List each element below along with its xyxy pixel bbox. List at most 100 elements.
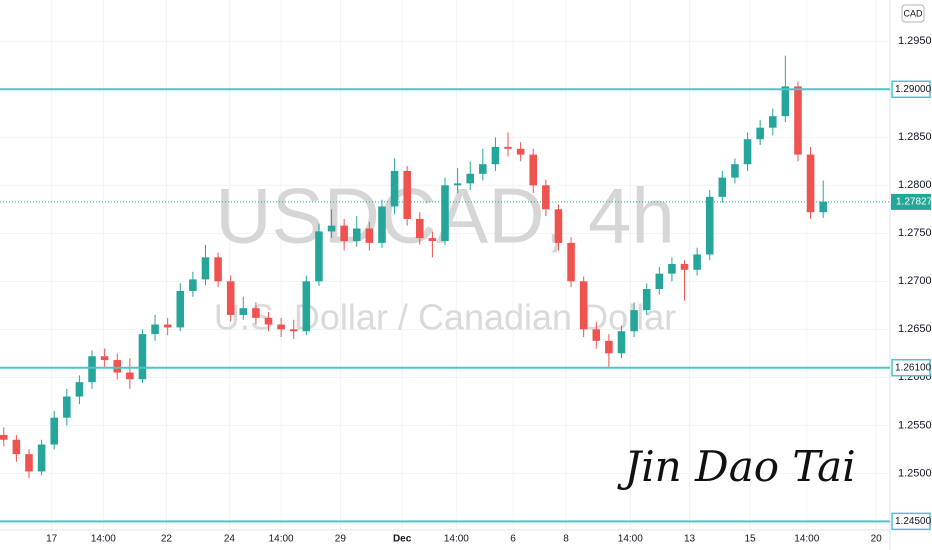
watermark-subtitle: U.S. Dollar / Canadian Dollar bbox=[214, 297, 676, 338]
x-tick-label: 13 bbox=[684, 534, 696, 545]
candle-body bbox=[781, 86, 790, 117]
last-price-label: 1.27827 bbox=[896, 197, 932, 208]
x-tick-label: 22 bbox=[161, 534, 173, 545]
x-tick-label: 14:00 bbox=[794, 534, 819, 545]
candle-body bbox=[743, 139, 752, 165]
candle-body bbox=[289, 329, 298, 332]
x-tick-label: 17 bbox=[46, 534, 58, 545]
x-tick-label: 6 bbox=[510, 534, 516, 545]
candle-body bbox=[390, 170, 399, 207]
x-tick-label: 8 bbox=[563, 534, 569, 545]
candle-body bbox=[705, 196, 714, 255]
candle-body bbox=[819, 201, 827, 213]
candle-body bbox=[453, 183, 462, 186]
currency-label: CAD bbox=[903, 8, 923, 18]
candle-body bbox=[277, 324, 285, 330]
candle-body bbox=[365, 228, 374, 243]
candle-body bbox=[252, 308, 260, 318]
x-tick-label: 24 bbox=[224, 534, 236, 545]
candle-body bbox=[264, 317, 273, 325]
candle-body bbox=[0, 434, 8, 440]
y-tick-label: 1.25500 bbox=[898, 419, 932, 431]
candle-body bbox=[327, 225, 336, 232]
y-tick-label: 1.27500 bbox=[898, 227, 932, 239]
candle-body bbox=[630, 310, 638, 332]
y-tick-label: 1.28500 bbox=[898, 131, 932, 143]
candle-body bbox=[617, 331, 626, 354]
y-tick-label: 1.28000 bbox=[898, 179, 932, 191]
y-tick-label: 1.25000 bbox=[898, 467, 932, 479]
candle-body bbox=[516, 148, 525, 155]
signature: Jin Dao Tai bbox=[616, 442, 855, 491]
hline-label: 1.29000 bbox=[895, 84, 932, 95]
candle-body bbox=[126, 372, 134, 380]
x-tick-label: 20 bbox=[871, 534, 883, 545]
candle-body bbox=[88, 356, 96, 383]
candle-body bbox=[680, 264, 689, 270]
candle-body bbox=[592, 329, 601, 341]
candle-body bbox=[794, 86, 802, 155]
candle-body bbox=[466, 173, 474, 184]
candle-body bbox=[100, 356, 109, 361]
candle-body bbox=[542, 185, 550, 210]
candle-body bbox=[504, 146, 512, 149]
y-tick-label: 1.26500 bbox=[898, 323, 932, 335]
candle-body bbox=[756, 127, 764, 140]
candle-body bbox=[693, 254, 701, 270]
candle-body bbox=[718, 177, 727, 197]
x-tick-label: 14:00 bbox=[444, 534, 469, 545]
hline-label: 1.26100 bbox=[895, 362, 932, 373]
candle-body bbox=[189, 279, 197, 291]
candle-body bbox=[731, 164, 739, 178]
candle-body bbox=[768, 116, 777, 128]
candle-body bbox=[668, 264, 676, 274]
candle-body bbox=[151, 324, 159, 335]
hline-label: 1.24500 bbox=[895, 516, 932, 527]
x-tick-label: Dec bbox=[393, 534, 412, 545]
candle-body bbox=[138, 334, 147, 380]
candle-body bbox=[113, 360, 122, 373]
x-tick-label: 14:00 bbox=[618, 534, 643, 545]
candle-body bbox=[567, 242, 575, 282]
last-price-box bbox=[891, 193, 931, 210]
grid bbox=[0, 0, 890, 530]
candle-body bbox=[214, 257, 222, 282]
candle-body bbox=[529, 154, 538, 186]
candle-body bbox=[605, 340, 613, 354]
candle-body bbox=[403, 170, 411, 219]
x-tick-label: 14:00 bbox=[91, 534, 116, 545]
candle-body bbox=[201, 257, 210, 280]
candle-body bbox=[491, 146, 500, 165]
candle-body bbox=[37, 444, 46, 472]
candle-body bbox=[378, 206, 386, 243]
x-tick-label: 14:00 bbox=[269, 534, 294, 545]
candle-body bbox=[75, 382, 84, 397]
candle-body bbox=[554, 209, 563, 243]
x-tick-label: 29 bbox=[335, 534, 347, 545]
candle-body bbox=[163, 324, 172, 328]
hline-label-box bbox=[891, 358, 931, 377]
candle-body bbox=[12, 439, 21, 455]
candle-body bbox=[239, 308, 248, 315]
candle-body bbox=[479, 164, 487, 174]
candle-body bbox=[50, 417, 58, 445]
candle-body bbox=[226, 281, 235, 315]
candle-body bbox=[352, 228, 361, 241]
candle-body bbox=[340, 225, 348, 241]
candle-body bbox=[806, 154, 815, 213]
candle-body bbox=[428, 238, 437, 241]
x-tick-label: 15 bbox=[745, 534, 757, 545]
candle-body bbox=[63, 396, 71, 418]
candle-body bbox=[441, 185, 449, 241]
candle-body bbox=[642, 289, 651, 311]
candle-body bbox=[579, 281, 588, 330]
candle-body bbox=[315, 231, 323, 282]
candle-body bbox=[176, 290, 185, 328]
candle-body bbox=[25, 454, 33, 472]
y-tick-label: 1.29500 bbox=[898, 35, 932, 47]
hline-label-box bbox=[891, 80, 931, 99]
candle-body bbox=[416, 218, 424, 239]
currency-badge[interactable] bbox=[901, 4, 925, 23]
